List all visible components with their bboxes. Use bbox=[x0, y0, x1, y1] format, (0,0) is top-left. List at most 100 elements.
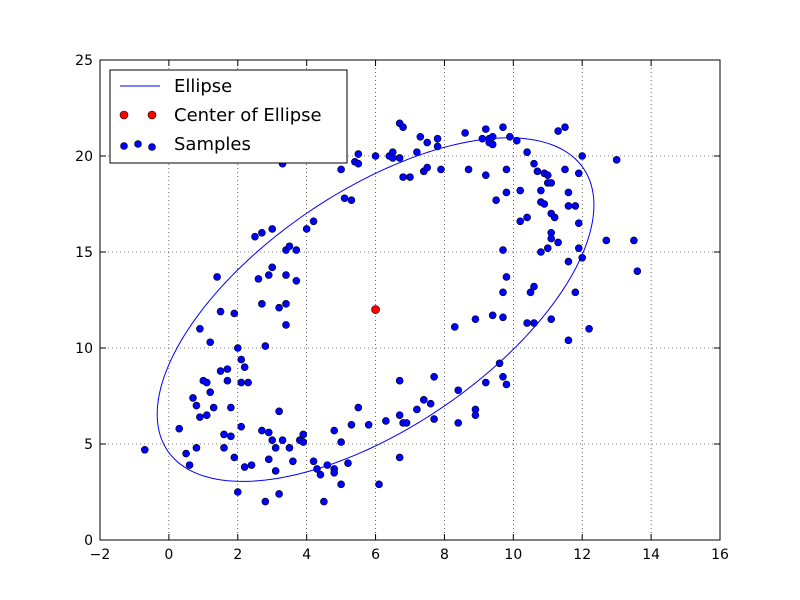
x-tick-label: 8 bbox=[440, 547, 449, 563]
sample-point bbox=[564, 336, 573, 345]
sample-point bbox=[499, 288, 507, 297]
ellipse-line bbox=[156, 137, 595, 482]
sample-point bbox=[399, 173, 407, 181]
sample-point bbox=[216, 307, 225, 316]
sample-point bbox=[258, 229, 266, 237]
sample-point bbox=[433, 142, 442, 151]
sample-point bbox=[430, 372, 438, 381]
sample-point bbox=[481, 378, 490, 387]
sample-point bbox=[371, 152, 380, 160]
sample-point bbox=[275, 490, 283, 498]
sample-point bbox=[433, 134, 442, 143]
sample-point bbox=[419, 396, 428, 404]
sample-point bbox=[354, 159, 363, 168]
sample-point bbox=[502, 273, 511, 281]
sample-point bbox=[547, 234, 556, 243]
sample-point bbox=[488, 133, 497, 141]
sample-point bbox=[454, 419, 463, 427]
sample-point bbox=[630, 236, 638, 245]
legend: Ellipse Center of Ellipse Samples bbox=[109, 69, 348, 164]
sample-point bbox=[550, 213, 559, 222]
sample-point bbox=[282, 321, 290, 329]
sample-point bbox=[237, 422, 246, 431]
sample-point bbox=[254, 275, 263, 283]
sample-point bbox=[268, 263, 277, 272]
sample-point bbox=[423, 138, 432, 147]
sample-point bbox=[423, 163, 432, 172]
y-tick-label: 15 bbox=[75, 245, 93, 261]
sample-point bbox=[537, 186, 545, 195]
x-tick-label: 2 bbox=[233, 547, 242, 563]
sample-point bbox=[574, 169, 583, 178]
sample-point bbox=[340, 194, 349, 203]
sample-point bbox=[354, 403, 363, 412]
sample-point bbox=[244, 378, 252, 387]
sample-point bbox=[275, 303, 283, 312]
sample-point bbox=[526, 288, 535, 297]
sample-point bbox=[271, 444, 280, 452]
sample-point bbox=[585, 324, 593, 333]
sample-point bbox=[202, 411, 211, 420]
sample-point bbox=[437, 165, 445, 174]
sample-point bbox=[230, 453, 239, 462]
sample-point bbox=[202, 378, 211, 387]
sample-point bbox=[530, 159, 538, 168]
sample-point bbox=[216, 367, 225, 375]
sample-point bbox=[268, 436, 277, 444]
sample-point bbox=[388, 148, 397, 156]
sample-point bbox=[330, 468, 339, 477]
sample-point bbox=[299, 438, 308, 446]
sample-point bbox=[223, 376, 232, 385]
sample-point bbox=[426, 399, 435, 408]
sample-point bbox=[395, 376, 404, 385]
sample-point bbox=[574, 219, 583, 227]
sample-point bbox=[189, 394, 197, 402]
sample-point bbox=[261, 342, 270, 350]
sample-point bbox=[337, 438, 345, 446]
sample-point bbox=[337, 480, 345, 489]
sample-point bbox=[564, 257, 573, 266]
sample-point bbox=[430, 415, 438, 423]
sample-point bbox=[554, 127, 562, 135]
sample-point bbox=[495, 359, 504, 368]
sample-point bbox=[540, 200, 549, 208]
sample-point bbox=[464, 165, 473, 174]
sample-point bbox=[192, 444, 201, 452]
sample-point bbox=[261, 497, 270, 506]
sample-point bbox=[220, 430, 228, 439]
sample-point bbox=[478, 134, 487, 143]
sample-point bbox=[612, 156, 621, 164]
sample-point bbox=[316, 470, 325, 479]
sample-point bbox=[533, 167, 542, 176]
sample-point bbox=[512, 136, 521, 145]
sample-point bbox=[402, 419, 411, 427]
sample-point bbox=[196, 324, 204, 333]
legend-center-marker bbox=[147, 110, 157, 120]
x-tick-label: 16 bbox=[711, 547, 729, 563]
sample-point bbox=[206, 388, 215, 396]
sample-point bbox=[499, 372, 507, 381]
legend-label-samples: Samples bbox=[174, 134, 251, 155]
sample-point bbox=[264, 455, 273, 464]
sample-point bbox=[220, 444, 228, 452]
sample-point bbox=[227, 403, 235, 412]
sample-point bbox=[516, 186, 525, 195]
sample-point bbox=[258, 426, 266, 435]
sample-point bbox=[292, 246, 301, 254]
sample-point bbox=[543, 244, 552, 252]
sample-point bbox=[413, 405, 421, 414]
sample-point bbox=[561, 123, 569, 131]
sample-point bbox=[299, 430, 308, 439]
sample-point bbox=[354, 150, 363, 158]
sample-point bbox=[516, 217, 525, 226]
sample-point bbox=[543, 171, 552, 179]
x-tick-label: 14 bbox=[642, 547, 660, 563]
sample-point bbox=[375, 480, 383, 489]
sample-point bbox=[395, 453, 404, 462]
sample-point bbox=[564, 202, 573, 210]
y-tick-label: 20 bbox=[75, 149, 93, 165]
sample-point bbox=[481, 125, 490, 133]
sample-point bbox=[285, 242, 294, 251]
sample-point bbox=[233, 488, 242, 496]
